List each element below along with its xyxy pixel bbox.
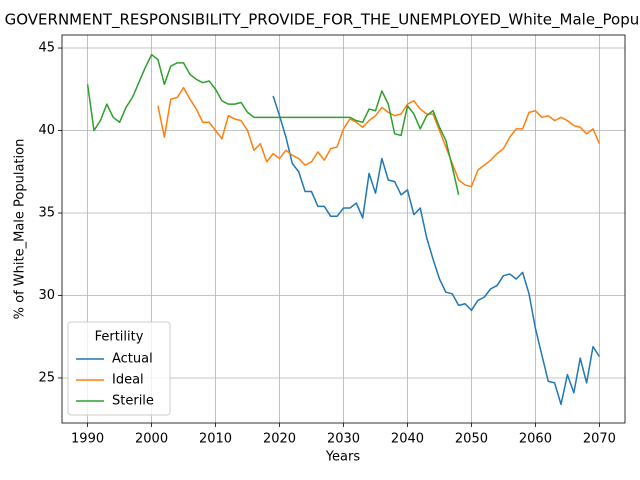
series-line [157,86,601,188]
series-line [272,95,601,406]
legend-label: Sterile [112,394,154,409]
legend-label: Actual [112,352,153,367]
legend-box [67,321,171,416]
series-line [86,53,460,196]
y-tick-label: 25 [38,370,55,385]
y-tick-label: 40 [38,123,55,138]
y-axis-label: % of White_Male Population [13,139,28,320]
x-tick-label: 2060 [519,432,552,447]
plot-frame [61,34,626,424]
y-tick-label: 30 [38,288,55,303]
y-tick-label: 45 [38,41,55,56]
x-tick-label: 2010 [199,432,232,447]
x-tick-label: 2070 [583,432,616,447]
chart-title: GOVERNMENT_RESPONSIBILITY_PROVIDE_FOR_TH… [5,11,640,30]
legend-title: Fertility [95,330,144,345]
x-tick-label: 2050 [455,432,488,447]
legend-label: Ideal [112,373,144,388]
y-tick-label: 35 [38,205,55,220]
x-tick-label: 2040 [391,432,424,447]
x-tick-label: 2000 [135,432,168,447]
x-tick-label: 1990 [71,432,104,447]
x-tick-label: 2020 [263,432,296,447]
x-axis-label: Years [325,450,361,465]
x-tick-label: 2030 [327,432,360,447]
legend: Fertility Actual Ideal Sterile [67,321,171,416]
